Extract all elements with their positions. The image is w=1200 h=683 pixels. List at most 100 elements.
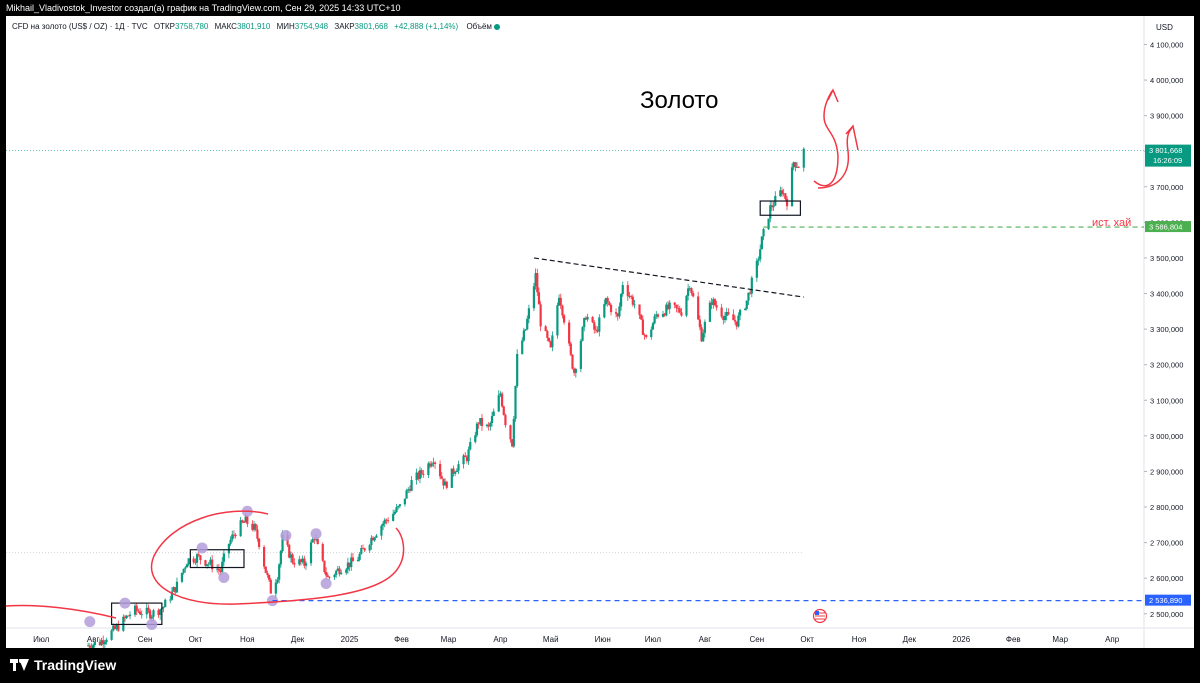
x-tick-label: Дек [903,635,917,644]
candle-body [336,568,339,571]
candle-body [350,557,353,568]
candle-body [222,553,225,562]
candle-body [373,537,376,541]
candle-body [321,544,324,561]
legend-open-label: ОТКР [153,22,175,31]
candle-body [586,317,589,320]
y-tick-label: 2 700,000 [1150,539,1183,548]
candle-body [559,297,562,306]
chart-title: Золото [640,87,718,114]
x-tick-label: Май [543,635,559,644]
legend-low-label: МИН [276,22,295,31]
legend-change: +42,888 (+1,14%) [394,22,459,31]
candle-body [150,616,153,619]
legend-volume-label[interactable]: Объём [466,22,492,31]
candle-body [164,599,167,607]
pivot-marker [280,529,292,541]
candle-body [254,524,257,530]
pivot-marker [196,542,208,554]
candle-body [732,314,735,321]
candle-body [395,507,398,512]
red-arrow-up-2 [817,127,853,189]
candle-body [180,572,184,582]
candle-body [112,625,115,631]
x-tick-label: Апр [1105,635,1120,644]
candle-body [358,553,361,560]
candle-body [792,162,795,168]
candle-body [266,572,269,576]
candle-body [630,296,633,297]
candle-body [92,644,95,648]
x-tick-label: Июн [595,635,611,644]
legend-symbol[interactable]: CFD на золото (US$ / OZ) · 1Д · TVC [12,22,148,31]
candle-body [314,539,318,540]
candle-body [485,424,489,426]
red-arrowhead-1 [827,88,839,103]
consolidation-box [759,200,802,216]
candle-body [462,455,465,465]
chart-panel[interactable]: 2 500,000 2 600,000 2 700,000 2 800,000 2 90… [6,16,1194,648]
candle-body [335,570,338,575]
candle-body [474,435,477,443]
candle-body [712,299,715,305]
red-arrow-up-1 [813,90,839,187]
candle-body [757,259,760,261]
candle-body [440,476,443,479]
candle-body [760,236,763,250]
candle-body [333,574,336,578]
red-ellipse-annotation [150,510,405,605]
candle-body [398,504,401,507]
candle-body [675,304,678,308]
price-tag-value: 3 801,668 [1149,146,1182,155]
candle-body [298,559,301,565]
candle-body [442,478,445,486]
tradingview-logo[interactable]: TradingView [10,657,116,673]
candle-body [614,312,618,314]
candle-body [234,534,237,537]
legend-open: 3758,780 [174,22,209,31]
price-tag [1145,144,1191,167]
candle-body [227,543,231,554]
candle-body [380,525,383,536]
candle-body [479,418,482,425]
price-chart[interactable]: 2 500,000 2 600,000 2 700,000 2 800,000 2 90… [6,16,1194,648]
candle-body [147,607,150,611]
candle-body [561,305,564,316]
candle-body [309,542,313,564]
candle-body [656,314,660,317]
candle-body [700,327,703,342]
x-tick-label: Июл [645,635,662,644]
candle-body [643,334,646,336]
price-tag-value: 2 536,890 [1149,596,1182,605]
candle-body [264,566,267,573]
candle-body [676,307,680,309]
candle-body [304,563,308,566]
candle-body [356,559,360,562]
candle-body [216,568,219,570]
candle-body [303,558,306,566]
candle-body [360,547,363,554]
candle-body [392,513,395,521]
candle-body [509,425,512,440]
candles-group [87,147,805,648]
pivot-marker [310,528,322,540]
candle-body [641,319,644,335]
candle-body [735,321,738,327]
candle-body [105,639,108,643]
candle-body [221,561,224,572]
candle-body [375,535,378,538]
x-tick-label: Мар [1052,635,1068,644]
candle-body [420,470,423,474]
candle-body [87,645,90,647]
footer-bar: TradingView [0,648,1200,683]
candle-body [720,307,723,317]
y-tick-label: 3 000,000 [1150,432,1183,441]
candle-body [762,229,765,237]
candle-body [246,516,249,524]
candle-body [135,605,138,611]
x-tick-label: Окт [800,635,814,644]
candle-body [299,559,303,563]
red-arrowhead-2 [845,124,859,151]
candle-body [149,610,152,619]
historic-high-note: ист. хай [1092,217,1131,229]
